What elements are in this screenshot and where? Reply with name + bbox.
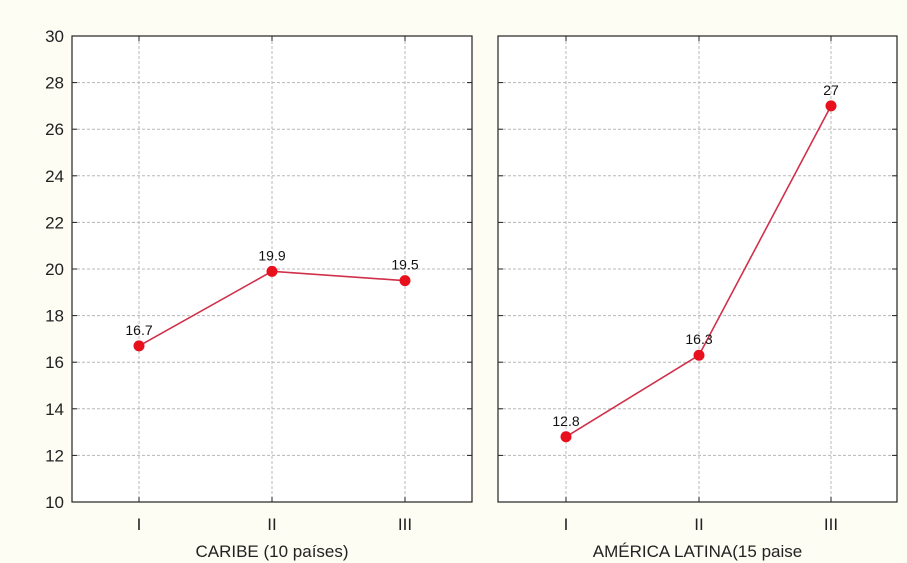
data-point-III (825, 100, 837, 112)
y-tick-label-26: 26 (45, 120, 64, 139)
data-point-I (133, 340, 145, 352)
data-label-II: 19.9 (258, 247, 285, 263)
y-tick-label-20: 20 (45, 260, 64, 279)
y-tick-label-10: 10 (45, 493, 64, 512)
data-label-I: 12.8 (552, 413, 579, 429)
data-point-I (560, 431, 572, 443)
x-tick-label-I: I (137, 515, 142, 534)
data-label-I: 16.7 (125, 322, 152, 338)
y-tick-label-22: 22 (45, 213, 64, 232)
data-point-III (399, 275, 411, 287)
data-label-III: 19.5 (391, 257, 418, 273)
x-tick-label-I: I (564, 515, 569, 534)
data-point-II (266, 265, 278, 277)
data-point-II (693, 349, 705, 361)
data-label-III: 27 (823, 82, 839, 98)
y-tick-label-28: 28 (45, 74, 64, 93)
x-tick-label-II: II (267, 515, 276, 534)
x-tick-label-III: III (824, 515, 838, 534)
panel-frame-2 (497, 35, 898, 503)
y-tick-label-24: 24 (45, 167, 64, 186)
panel-label-1: CARIBE (10 países) (195, 542, 348, 561)
y-tick-label-18: 18 (45, 307, 64, 326)
y-tick-label-14: 14 (45, 400, 64, 419)
x-tick-label-II: II (694, 515, 703, 534)
x-tick-label-III: III (398, 515, 412, 534)
y-tick-label-12: 12 (45, 446, 64, 465)
y-tick-label-30: 30 (45, 27, 64, 46)
panel-label-2: AMÉRICA LATINA(15 paise (593, 542, 802, 561)
data-label-II: 16.3 (685, 331, 712, 347)
y-tick-label-16: 16 (45, 353, 64, 372)
